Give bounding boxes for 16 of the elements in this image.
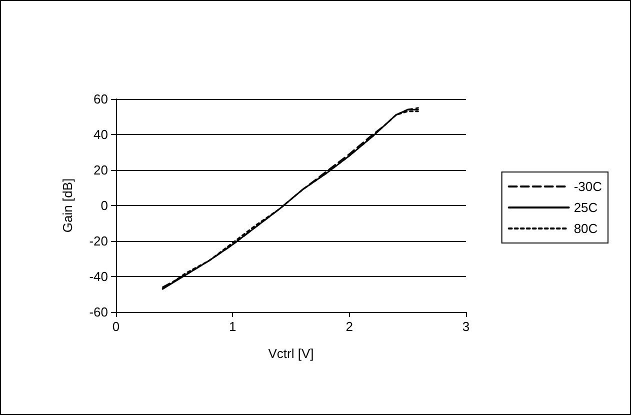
legend-label: 25C <box>574 200 598 215</box>
x-tick-label: 0 <box>112 319 120 334</box>
y-tick-label: -40 <box>89 269 108 284</box>
y-tick-label: 60 <box>94 92 108 106</box>
y-tick-label: -20 <box>89 234 108 248</box>
legend-label: -30C <box>574 179 602 194</box>
y-axis-title: Gain [dB] <box>60 178 75 233</box>
legend-label: 80C <box>574 221 598 236</box>
x-tick-label: 1 <box>229 319 236 334</box>
y-tick-label: 40 <box>94 127 108 142</box>
y-tick-label: 20 <box>94 162 108 178</box>
x-tick-label: 2 <box>346 319 353 334</box>
x-axis-title: Vctrl [V] <box>268 346 314 361</box>
y-tick-label: 0 <box>100 198 108 213</box>
x-tick-label: 3 <box>462 319 470 334</box>
y-tick-label: -60 <box>89 304 108 320</box>
